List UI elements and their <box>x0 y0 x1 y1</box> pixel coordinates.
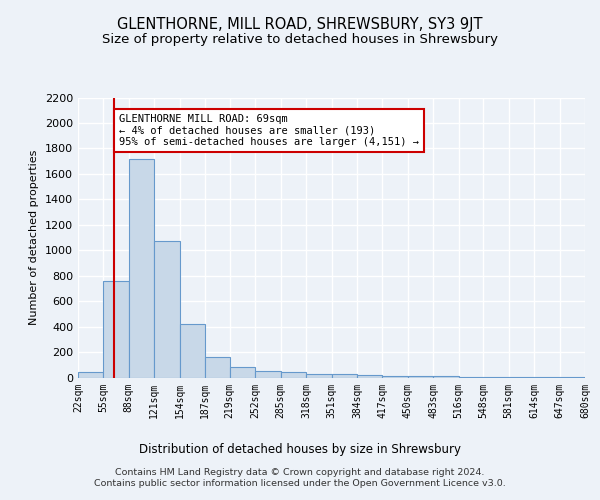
Bar <box>255 371 281 378</box>
Bar <box>408 376 433 378</box>
Text: GLENTHORNE, MILL ROAD, SHREWSBURY, SY3 9JT: GLENTHORNE, MILL ROAD, SHREWSBURY, SY3 9… <box>117 18 483 32</box>
Text: Contains HM Land Registry data © Crown copyright and database right 2024.
Contai: Contains HM Land Registry data © Crown c… <box>94 468 506 487</box>
Bar <box>230 366 255 378</box>
Bar <box>331 374 357 378</box>
Bar <box>180 324 205 378</box>
Text: Size of property relative to detached houses in Shrewsbury: Size of property relative to detached ho… <box>102 32 498 46</box>
Bar <box>483 377 509 378</box>
Bar <box>357 375 382 378</box>
Y-axis label: Number of detached properties: Number of detached properties <box>29 150 40 325</box>
Bar <box>382 376 408 378</box>
Bar <box>458 376 483 378</box>
Bar <box>306 374 331 378</box>
Bar <box>433 376 458 378</box>
Text: Distribution of detached houses by size in Shrewsbury: Distribution of detached houses by size … <box>139 442 461 456</box>
Bar <box>281 372 306 378</box>
Bar <box>509 377 534 378</box>
Bar <box>78 372 103 378</box>
Text: GLENTHORNE MILL ROAD: 69sqm
← 4% of detached houses are smaller (193)
95% of sem: GLENTHORNE MILL ROAD: 69sqm ← 4% of deta… <box>119 114 419 147</box>
Bar <box>129 158 154 378</box>
Bar <box>205 357 230 378</box>
Bar <box>154 242 180 378</box>
Bar <box>103 281 129 378</box>
